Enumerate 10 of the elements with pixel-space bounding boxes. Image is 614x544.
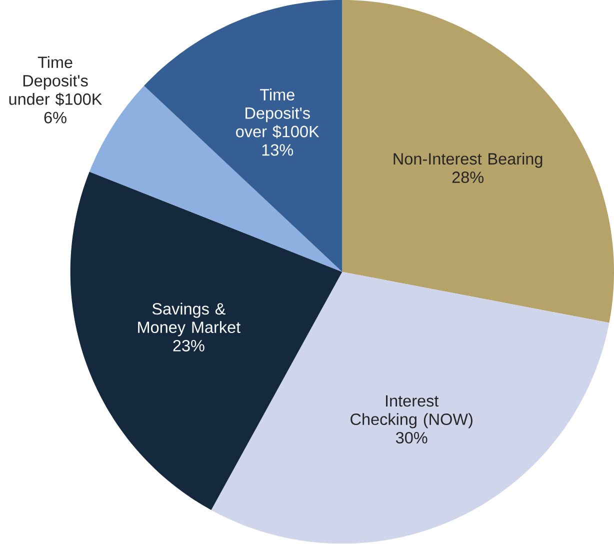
slice-label: Savings & Money Market <box>138 302 240 336</box>
data-label: 13% <box>262 144 294 156</box>
slice-label: Interest Checking (NOW) <box>350 395 472 428</box>
data-label: 6% <box>44 112 66 124</box>
data-label: 23% <box>173 340 204 352</box>
slice-label: Time Deposit's under $100K <box>9 56 102 106</box>
slice-label: Non-Interest Bearing <box>394 152 542 168</box>
data-label: 30% <box>396 432 428 444</box>
data-label: 28% <box>452 172 484 184</box>
slice-label: Time Deposit's over $100K <box>236 88 320 138</box>
